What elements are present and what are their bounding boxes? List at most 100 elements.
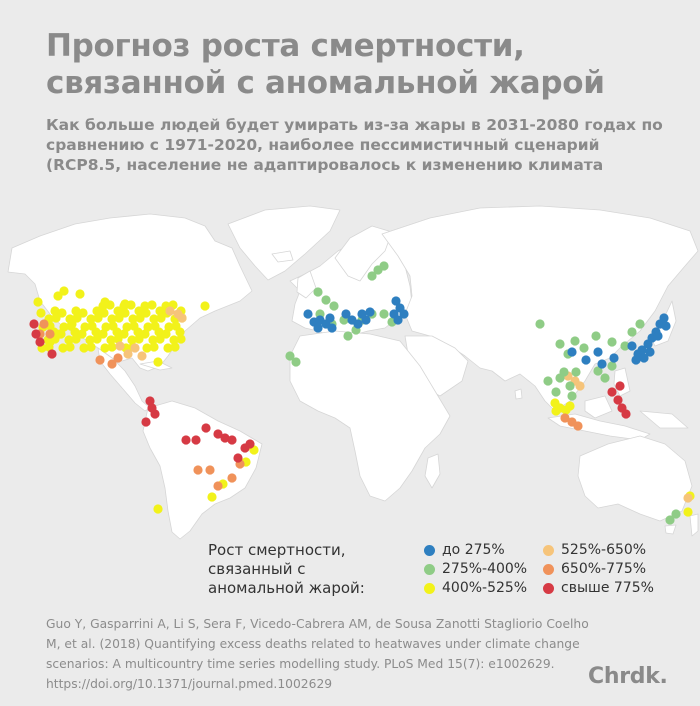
- city-marker: [220, 433, 230, 443]
- city-marker: [213, 429, 223, 439]
- city-marker: [75, 289, 85, 299]
- city-marker: [341, 309, 351, 319]
- city-marker: [64, 335, 74, 345]
- city-marker: [343, 331, 353, 341]
- city-marker: [143, 322, 153, 332]
- source-citation: Guo Y, Gasparrini A, Li S, Sera F, Viced…: [46, 617, 589, 691]
- city-marker: [609, 353, 619, 363]
- city-marker: [123, 349, 133, 359]
- city-marker: [620, 341, 630, 351]
- city-marker: [329, 301, 339, 311]
- city-marker: [627, 327, 637, 337]
- city-marker: [107, 314, 117, 324]
- city-marker: [163, 343, 173, 353]
- city-marker: [95, 355, 105, 365]
- africa: [289, 330, 451, 502]
- legend-label-4: 525%-650%: [561, 542, 647, 558]
- city-marker: [147, 403, 157, 413]
- city-marker: [379, 309, 389, 319]
- page-title: Прогноз роста смертности, связанной с ан…: [46, 28, 605, 101]
- city-marker: [379, 261, 389, 271]
- legend-item-5: 650%-775%: [543, 561, 646, 577]
- city-marker: [154, 327, 164, 337]
- city-marker: [59, 322, 69, 332]
- city-marker: [181, 435, 191, 445]
- city-marker: [91, 327, 101, 337]
- uk: [296, 270, 317, 299]
- city-marker: [176, 334, 186, 344]
- north-america: [7, 213, 253, 372]
- city-marker: [571, 367, 581, 377]
- city-marker: [50, 306, 60, 316]
- city-marker: [591, 331, 601, 341]
- legend-label-1: до 275%: [442, 542, 505, 558]
- city-marker: [367, 271, 377, 281]
- city-marker: [597, 359, 607, 369]
- city-marker: [98, 329, 108, 339]
- city-marker: [100, 343, 110, 353]
- city-marker: [39, 319, 49, 329]
- legend-label-3: 400%-525%: [442, 580, 528, 596]
- city-marker: [58, 343, 68, 353]
- iceland: [271, 250, 294, 263]
- city-marker: [45, 337, 55, 347]
- city-marker: [291, 357, 301, 367]
- legend-swatch-3: [424, 582, 435, 594]
- chrdk-logo: Chrdk.: [588, 664, 668, 689]
- legend-label-2: 275%-400%: [442, 561, 528, 577]
- page-subtitle: Как больше людей будет умирать из-за жар…: [46, 116, 663, 174]
- city-marker: [550, 398, 560, 408]
- city-marker: [285, 351, 295, 361]
- city-marker: [57, 308, 67, 318]
- city-marker: [67, 319, 77, 329]
- city-marker: [119, 329, 129, 339]
- city-marker: [581, 355, 591, 365]
- city-marker: [147, 300, 157, 310]
- madagascar: [424, 453, 441, 489]
- city-marker: [142, 343, 152, 353]
- city-marker: [391, 296, 401, 306]
- city-marker: [71, 306, 81, 316]
- greenland: [227, 205, 341, 281]
- legend-swatch-6: [543, 582, 554, 594]
- legend-swatch-2: [424, 563, 435, 575]
- city-marker: [573, 421, 583, 431]
- city-marker: [36, 308, 46, 318]
- city-marker: [593, 366, 603, 376]
- city-marker: [683, 493, 693, 503]
- city-marker: [70, 327, 80, 337]
- city-marker: [321, 295, 331, 305]
- city-marker: [33, 297, 43, 307]
- legend-item-4: 525%-650%: [543, 542, 646, 558]
- city-marker: [107, 359, 117, 369]
- city-marker: [137, 351, 147, 361]
- city-marker: [170, 342, 180, 352]
- city-marker: [631, 355, 641, 365]
- city-marker: [613, 395, 623, 405]
- city-marker: [191, 435, 201, 445]
- city-marker: [141, 308, 151, 318]
- city-marker: [99, 308, 109, 318]
- city-marker: [113, 353, 123, 363]
- city-marker: [165, 306, 175, 316]
- city-marker: [120, 299, 130, 309]
- city-marker: [130, 343, 140, 353]
- city-marker: [213, 481, 223, 491]
- city-marker: [637, 345, 647, 355]
- city-marker: [671, 509, 681, 519]
- city-marker: [365, 307, 375, 317]
- city-marker: [233, 453, 243, 463]
- city-marker: [600, 373, 610, 383]
- city-marker: [128, 314, 138, 324]
- legend-title: Рост смертности, связанный с аномальной …: [208, 541, 365, 597]
- city-marker: [665, 515, 675, 525]
- legend-label-6: свыше 775%: [561, 580, 654, 596]
- city-marker: [107, 342, 117, 352]
- city-marker: [148, 335, 158, 345]
- city-marker: [653, 331, 663, 341]
- city-marker: [607, 387, 617, 397]
- city-marker: [607, 361, 617, 371]
- city-marker: [567, 391, 577, 401]
- city-marker: [45, 329, 55, 339]
- city-marker: [77, 329, 87, 339]
